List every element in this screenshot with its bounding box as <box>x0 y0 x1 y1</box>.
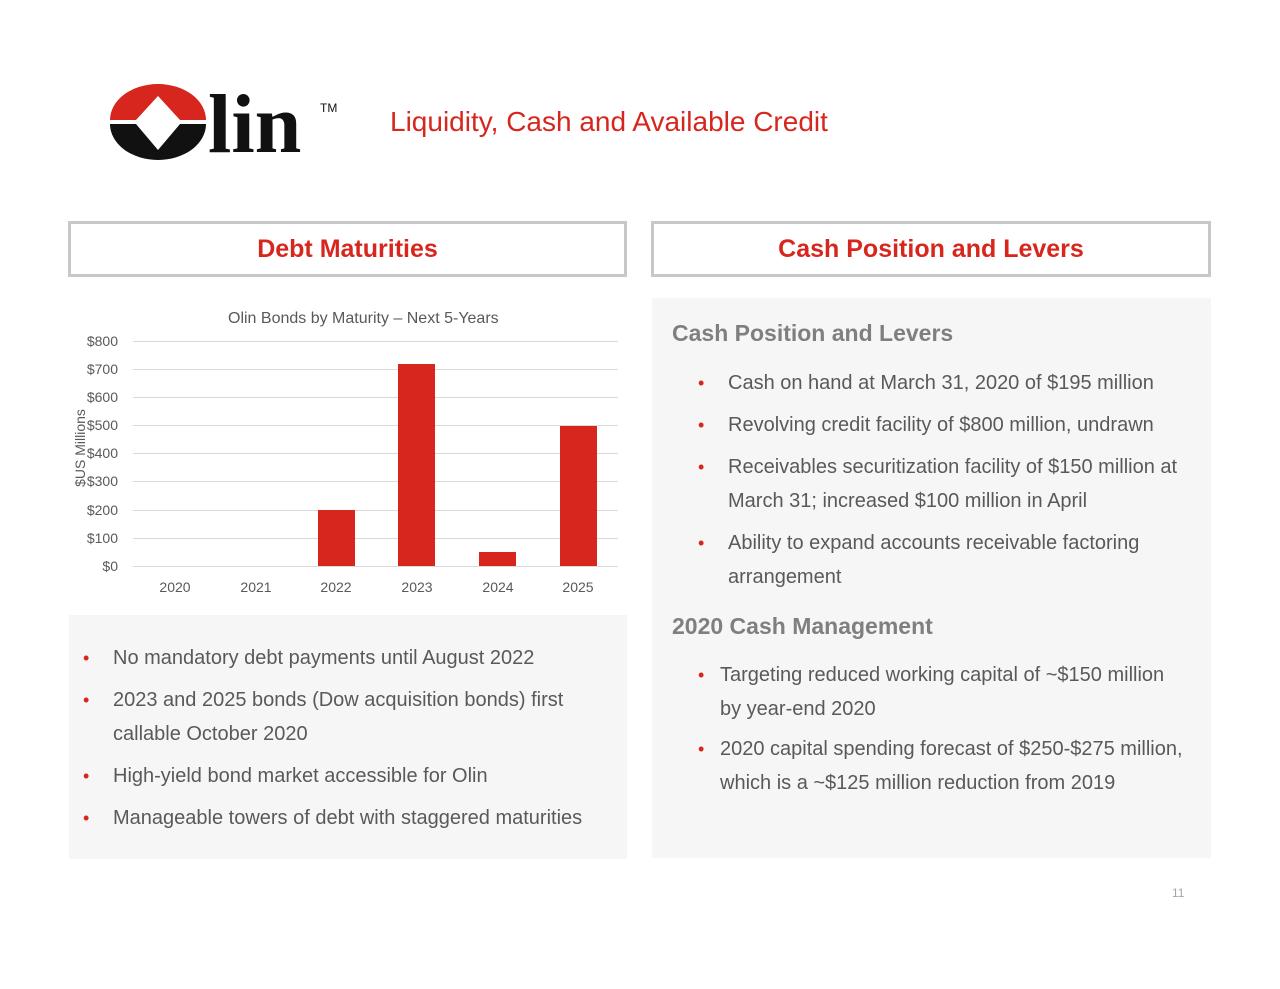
list-item: • Manageable towers of debt with staggere… <box>83 801 623 835</box>
svg-text:lin: lin <box>208 80 301 160</box>
x-tick: 2024 <box>482 579 514 595</box>
bar-2022 <box>318 510 355 566</box>
chart-title: Olin Bonds by Maturity – Next 5-Years <box>228 310 499 327</box>
x-tick: 2021 <box>240 579 272 595</box>
olin-emblem-icon: lin TM <box>110 78 337 171</box>
cash-position-subheading: Cash Position and Levers <box>672 320 954 346</box>
y-tick: $600 <box>86 389 118 405</box>
gridline <box>133 341 618 342</box>
x-tick: 2022 <box>320 579 352 595</box>
list-item: • No mandatory debt payments until August… <box>83 641 623 675</box>
cash-management-subheading: 2020 Cash Management <box>672 613 933 639</box>
y-tick: $800 <box>86 333 118 349</box>
cash-position-header: Cash Position and Levers <box>651 221 1211 277</box>
x-tick: 2023 <box>401 579 433 595</box>
list-item: • Targeting reduced working capital of ~$… <box>698 658 1208 726</box>
list-item: • High-yield bond market accessible for O… <box>83 759 623 793</box>
y-tick: $300 <box>86 473 118 489</box>
bullet-icon: • <box>83 690 90 710</box>
gridline <box>133 510 618 511</box>
gridline <box>133 397 618 398</box>
list-item: • 2023 and 2025 bonds (Dow acquisition bo… <box>83 683 623 751</box>
bullet-icon: • <box>698 739 705 759</box>
y-tick: $200 <box>86 502 118 518</box>
slide-title: Liquidity, Cash and Available Credit <box>390 106 828 137</box>
page-number: 11 <box>1172 886 1185 900</box>
bar-2024 <box>479 552 516 566</box>
y-tick: $700 <box>86 361 118 377</box>
gridline <box>133 538 618 539</box>
bar-2025 <box>560 426 597 566</box>
gridline <box>133 481 618 482</box>
list-item: • Receivables securitization facility of … <box>698 450 1203 518</box>
x-tick: 2020 <box>159 579 191 595</box>
y-tick: $500 <box>86 417 118 433</box>
bar-2023 <box>398 364 435 566</box>
x-tick: 2025 <box>562 579 594 595</box>
bullet-icon: • <box>698 415 705 435</box>
bullet-icon: • <box>698 665 705 685</box>
olin-logo: lin TM <box>108 78 348 171</box>
list-item: • Cash on hand at March 31, 2020 of $195 … <box>698 366 1203 400</box>
debt-maturities-header: Debt Maturities <box>68 221 627 277</box>
bullet-icon: • <box>698 533 705 553</box>
cash-position-panel: Cash Position and Levers • Cash on hand a… <box>652 298 1211 858</box>
svg-text:TM: TM <box>320 101 337 115</box>
gridline <box>133 453 618 454</box>
gridline <box>133 369 618 370</box>
y-tick: $0 <box>102 558 118 574</box>
debt-notes-panel: • No mandatory debt payments until August… <box>69 615 627 859</box>
list-item: • Ability to expand accounts receivable f… <box>698 526 1203 594</box>
list-item: • Revolving credit facility of $800 milli… <box>698 408 1203 442</box>
bullet-icon: • <box>83 808 90 828</box>
y-tick: $100 <box>86 530 118 546</box>
bullet-icon: • <box>698 457 705 477</box>
bullet-icon: • <box>83 766 90 786</box>
x-axis <box>133 566 618 567</box>
y-tick: $400 <box>86 445 118 461</box>
bullet-icon: • <box>83 648 90 668</box>
gridline <box>133 425 618 426</box>
bullet-icon: • <box>698 373 705 393</box>
list-item: • 2020 capital spending forecast of $250-… <box>698 732 1208 800</box>
